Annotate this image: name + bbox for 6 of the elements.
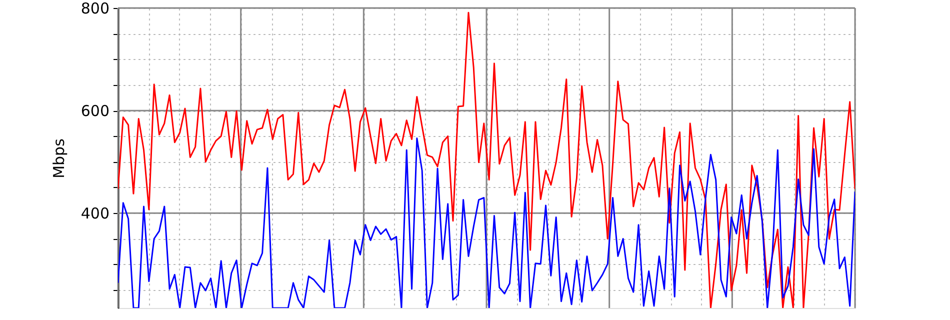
y-axis-title: Mbps	[50, 138, 68, 178]
y-tick-label: 600	[80, 102, 110, 120]
y-tick-label: 800	[80, 0, 110, 18]
line-series	[118, 138, 855, 308]
y-tick-label: 400	[80, 204, 110, 223]
line-series	[118, 12, 855, 308]
